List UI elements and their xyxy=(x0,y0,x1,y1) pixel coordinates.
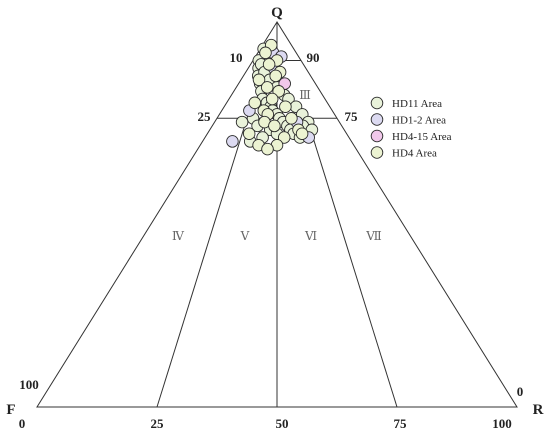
point-1-5 xyxy=(226,135,239,148)
right-tick-0: 0 xyxy=(517,384,524,399)
apex-label-r: R xyxy=(533,402,544,418)
base-tick-25: 25 xyxy=(151,416,165,431)
zone-label-3: Ⅳ xyxy=(172,229,185,243)
point-3-6 xyxy=(252,73,266,87)
point-3-11 xyxy=(279,100,292,113)
left-tick-10: 10 xyxy=(230,50,243,65)
right-tick-90: 90 xyxy=(307,50,320,65)
zone-label-2: Ⅲ xyxy=(299,88,311,102)
point-3-22 xyxy=(295,127,309,140)
legend-marker-2 xyxy=(370,129,384,143)
point-3-18 xyxy=(277,131,291,144)
point-3-10 xyxy=(248,96,262,110)
point-3-23 xyxy=(268,119,281,133)
point-3-7 xyxy=(260,81,274,94)
base-tick-50: 50 xyxy=(276,416,289,431)
ratio25-line xyxy=(156,118,248,408)
axis-labels: Q F R 100 25 10 90 75 0 0 25 50 75 100 xyxy=(6,5,543,431)
left-tick-100: 100 xyxy=(19,377,39,392)
point-3-1 xyxy=(259,46,272,60)
base-tick-0: 0 xyxy=(19,416,26,431)
point-3-17 xyxy=(242,127,256,140)
apex-label-f: F xyxy=(6,402,15,418)
left-tick-25: 25 xyxy=(198,109,212,124)
apex-label-q: Q xyxy=(271,5,283,21)
zone-label-6: Ⅶ xyxy=(365,229,382,243)
legend-label-2: HD4-15 Area xyxy=(392,131,452,143)
point-3-3 xyxy=(262,58,276,71)
zone-label-4: Ⅴ xyxy=(240,229,250,243)
point-3-9 xyxy=(265,92,279,106)
legend-marker-0 xyxy=(370,96,384,110)
legend-marker-3 xyxy=(370,146,384,159)
point-3-21 xyxy=(261,142,274,156)
data-points xyxy=(226,38,319,156)
base-tick-75: 75 xyxy=(394,416,408,431)
legend-label-1: HD1-2 Area xyxy=(392,115,446,127)
base-tick-100: 100 xyxy=(492,416,512,431)
point-3-5 xyxy=(269,69,282,83)
legend-marker-1 xyxy=(370,113,384,126)
zone-label-5: Ⅵ xyxy=(304,229,317,243)
point-0-29 xyxy=(235,115,249,129)
right-tick-75: 75 xyxy=(345,109,359,124)
legend-label-0: HD11 Area xyxy=(392,98,442,110)
legend: HD11 Area HD1-2 Area HD4-15 Area HD4 Area xyxy=(370,96,452,160)
legend-label-3: HD4 Area xyxy=(392,148,437,160)
point-3-14 xyxy=(285,112,298,125)
ratio75-line xyxy=(306,118,398,408)
